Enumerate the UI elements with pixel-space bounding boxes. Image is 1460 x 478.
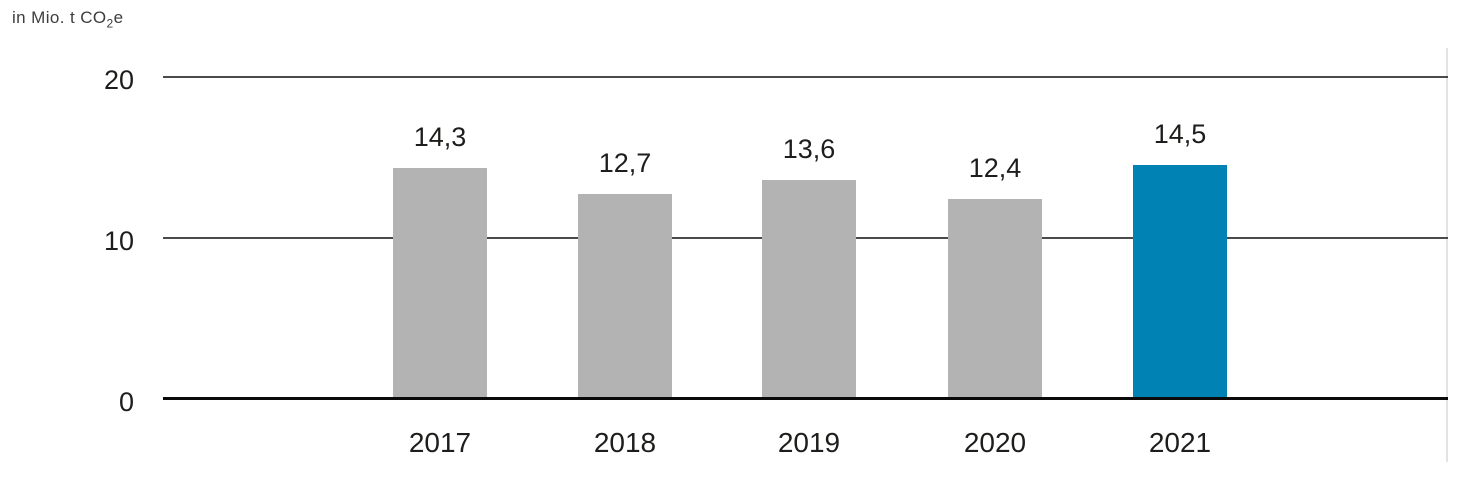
- bar-2020: [948, 198, 1042, 398]
- bar-2017: [393, 168, 487, 398]
- bar-2018: [578, 194, 672, 398]
- unit-label-prefix: in Mio. t CO: [12, 8, 107, 27]
- x-axis-label-2021: 2021: [1148, 427, 1212, 458]
- x-axis-label-2018: 2018: [593, 427, 657, 458]
- y-tick-label-10: 10: [103, 225, 134, 256]
- unit-label-subscript: 2: [106, 16, 114, 31]
- bar-2019: [762, 179, 856, 398]
- bar-2021-highlighted: [1133, 165, 1227, 398]
- y-tick-label-0: 0: [118, 386, 134, 417]
- y-axis-unit-label: in Mio. t CO2e: [12, 8, 124, 31]
- x-axis-label-2020: 2020: [963, 427, 1027, 458]
- x-axis-label-2017: 2017: [408, 427, 472, 458]
- unit-label-suffix: e: [113, 8, 124, 27]
- x-axis-label-2019: 2019: [777, 427, 841, 458]
- gridline-20: [163, 75, 1448, 78]
- value-label-2018: 12,7: [598, 148, 652, 179]
- value-label-2021: 14,5: [1153, 119, 1207, 150]
- value-label-2020: 12,4: [968, 152, 1022, 183]
- value-label-2017: 14,3: [413, 122, 467, 153]
- value-label-2019: 13,6: [782, 133, 836, 164]
- x-axis-line: [163, 397, 1448, 400]
- chart-right-edge-line: [1446, 48, 1448, 462]
- y-tick-label-20: 20: [103, 64, 134, 95]
